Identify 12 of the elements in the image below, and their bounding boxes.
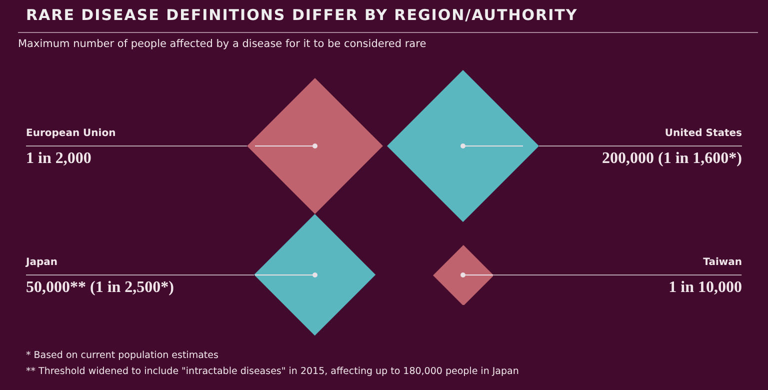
data-label: 1 in 2,000 xyxy=(26,150,92,168)
category-label: Japan xyxy=(26,257,58,268)
text: Maximum number of people affected by a disease for it to be considered rare xyxy=(18,38,426,50)
category-label: United States xyxy=(664,128,742,139)
category-label: Taiwan xyxy=(703,257,742,268)
text: ** Threshold widened to include "intractable diseases" in 2015, affecting up to 180,000 people in Japan xyxy=(26,366,519,377)
data-label: 50,000** (1 in 2,500*) xyxy=(26,279,174,297)
text: RARE DISEASE DEFINITIONS DIFFER BY REGION/AUTHORITY xyxy=(26,6,578,24)
text: * Based on current population estimates xyxy=(26,350,218,361)
category-label: European Union xyxy=(26,128,116,139)
data-label: 200,000 (1 in 1,600*) xyxy=(602,150,742,168)
data-label: 1 in 10,000 xyxy=(668,279,742,297)
